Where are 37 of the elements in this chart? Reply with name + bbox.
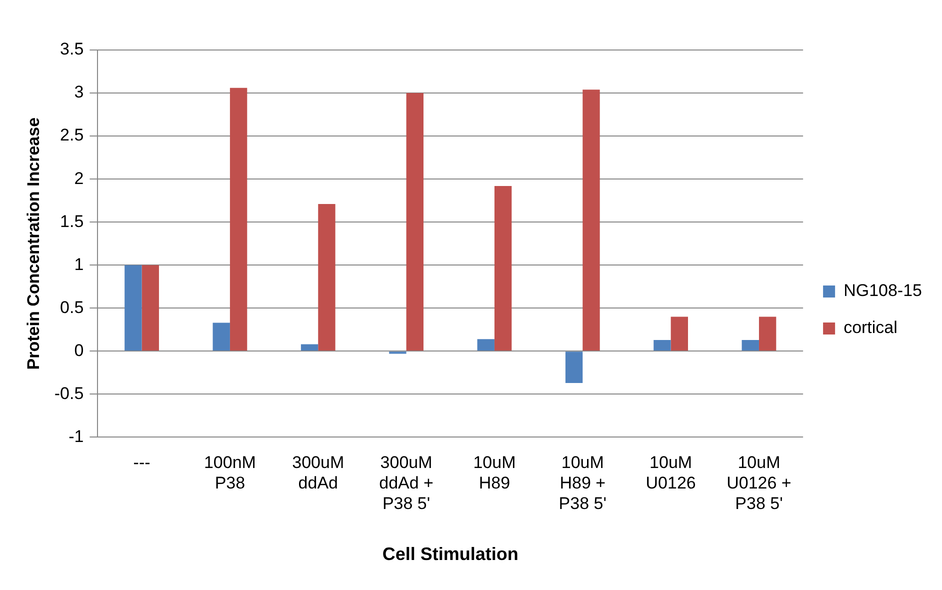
y-tick-label: 1.5	[60, 212, 84, 231]
bar	[142, 265, 159, 351]
bar	[565, 352, 583, 383]
y-tick-label: 0.5	[60, 298, 84, 317]
bar	[670, 316, 688, 351]
bar	[230, 88, 248, 351]
x-tick-label: 300uM ddAd	[292, 453, 344, 492]
bar	[124, 265, 142, 351]
x-tick-label: 10uM H89	[473, 453, 516, 492]
x-axis-title: Cell Stimulation	[382, 544, 518, 564]
legend-label: cortical	[844, 318, 898, 338]
y-tick-label: 3.5	[60, 40, 84, 59]
bar	[758, 316, 776, 351]
bar	[654, 340, 671, 351]
bar	[318, 204, 336, 351]
bar	[212, 322, 230, 351]
y-tick-label: -0.5	[54, 384, 84, 403]
y-tick-label: 2	[74, 168, 84, 188]
bar	[742, 340, 759, 351]
x-tick-label: 10uM H89 + P38 5'	[558, 453, 606, 513]
legend-label: NG108-15	[844, 281, 922, 300]
x-tick-label: ---	[133, 453, 150, 472]
y-tick-label: 3	[74, 82, 84, 102]
bar	[477, 339, 494, 351]
x-tick-label: 100nM P38	[204, 453, 256, 492]
x-tick-label: 10uM U0126	[646, 453, 696, 492]
bar	[300, 344, 318, 351]
y-tick-label: 2.5	[60, 126, 84, 145]
x-tick-label: 10uM U0126 + P38 5'	[726, 453, 792, 513]
y-tick-label: -1	[68, 426, 84, 446]
x-tick-label: 300uM ddAd + P38 5'	[379, 453, 434, 513]
bar	[494, 186, 512, 351]
y-tick-label: 1	[74, 254, 84, 274]
bar	[582, 90, 600, 351]
bar	[406, 93, 424, 351]
y-tick-label: 0	[74, 340, 84, 360]
y-axis-title: Protein Concentration Increase	[24, 117, 43, 370]
